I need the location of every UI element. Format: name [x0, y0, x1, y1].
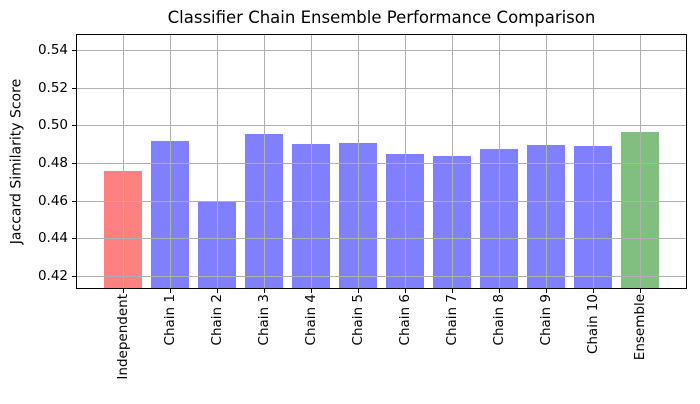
x-tick-label: Chain 1: [161, 294, 178, 346]
x-tick-label: Chain 4: [302, 294, 319, 346]
x-tick-label: Chain 5: [349, 294, 366, 346]
gridline-vertical: [169, 35, 171, 288]
gridline-vertical: [357, 35, 359, 288]
gridline-vertical: [639, 35, 641, 288]
gridline-horizontal: [77, 200, 686, 202]
gridline-horizontal: [77, 87, 686, 89]
gridline-vertical: [592, 35, 594, 288]
y-tick-mark: [72, 200, 76, 202]
x-tick-mark: [451, 289, 453, 293]
gridline-vertical: [216, 35, 218, 288]
gridline-horizontal: [77, 125, 686, 127]
y-tick-label: 0.50: [37, 117, 68, 134]
x-tick-mark: [169, 289, 171, 293]
x-tick-label: Ensemble: [631, 294, 648, 361]
y-tick-mark: [72, 275, 76, 277]
gridline-vertical: [498, 35, 500, 288]
y-tick-label: 0.48: [37, 154, 68, 171]
x-tick-mark: [310, 289, 312, 293]
x-tick-label: Chain 7: [443, 294, 460, 346]
y-tick-label: 0.46: [37, 192, 68, 209]
x-tick-mark: [404, 289, 406, 293]
x-tick-label: Independent: [114, 294, 131, 380]
gridline-horizontal: [77, 275, 686, 277]
y-tick-mark: [72, 50, 76, 51]
y-tick-mark: [72, 125, 76, 127]
x-tick-mark: [498, 289, 500, 293]
gridline-horizontal: [77, 50, 686, 51]
x-tick-label: Chain 6: [396, 294, 413, 346]
gridline-vertical: [545, 35, 547, 288]
plot-area: [76, 34, 687, 289]
y-tick-label: 0.44: [37, 230, 68, 247]
y-tick-mark: [72, 162, 76, 164]
x-tick-mark: [122, 289, 124, 293]
x-tick-mark: [263, 289, 265, 293]
x-tick-mark: [592, 289, 594, 293]
x-tick-mark: [216, 289, 218, 293]
x-tick-label: Chain 8: [490, 294, 507, 346]
gridline-vertical: [263, 35, 265, 288]
gridline-vertical: [404, 35, 406, 288]
x-tick-mark: [639, 289, 641, 293]
gridline-vertical: [451, 35, 453, 288]
x-tick-label: Chain 9: [537, 294, 554, 346]
chart-title: Classifier Chain Ensemble Performance Co…: [167, 8, 596, 27]
x-tick-label: Chain 10: [584, 294, 601, 355]
y-tick-label: 0.42: [37, 267, 68, 284]
y-tick-label: 0.52: [37, 79, 68, 96]
y-tick-label: 0.54: [37, 42, 68, 58]
gridline-vertical: [310, 35, 312, 288]
gridline-horizontal: [77, 162, 686, 164]
y-tick-mark: [72, 238, 76, 240]
y-tick-mark: [72, 87, 76, 89]
gridline-vertical: [122, 35, 124, 288]
y-axis-label: Jaccard Similarity Score: [8, 78, 25, 245]
x-tick-mark: [545, 289, 547, 293]
x-tick-mark: [357, 289, 359, 293]
x-tick-label: Chain 3: [255, 294, 272, 346]
gridline-horizontal: [77, 238, 686, 240]
x-tick-label: Chain 2: [208, 294, 225, 346]
